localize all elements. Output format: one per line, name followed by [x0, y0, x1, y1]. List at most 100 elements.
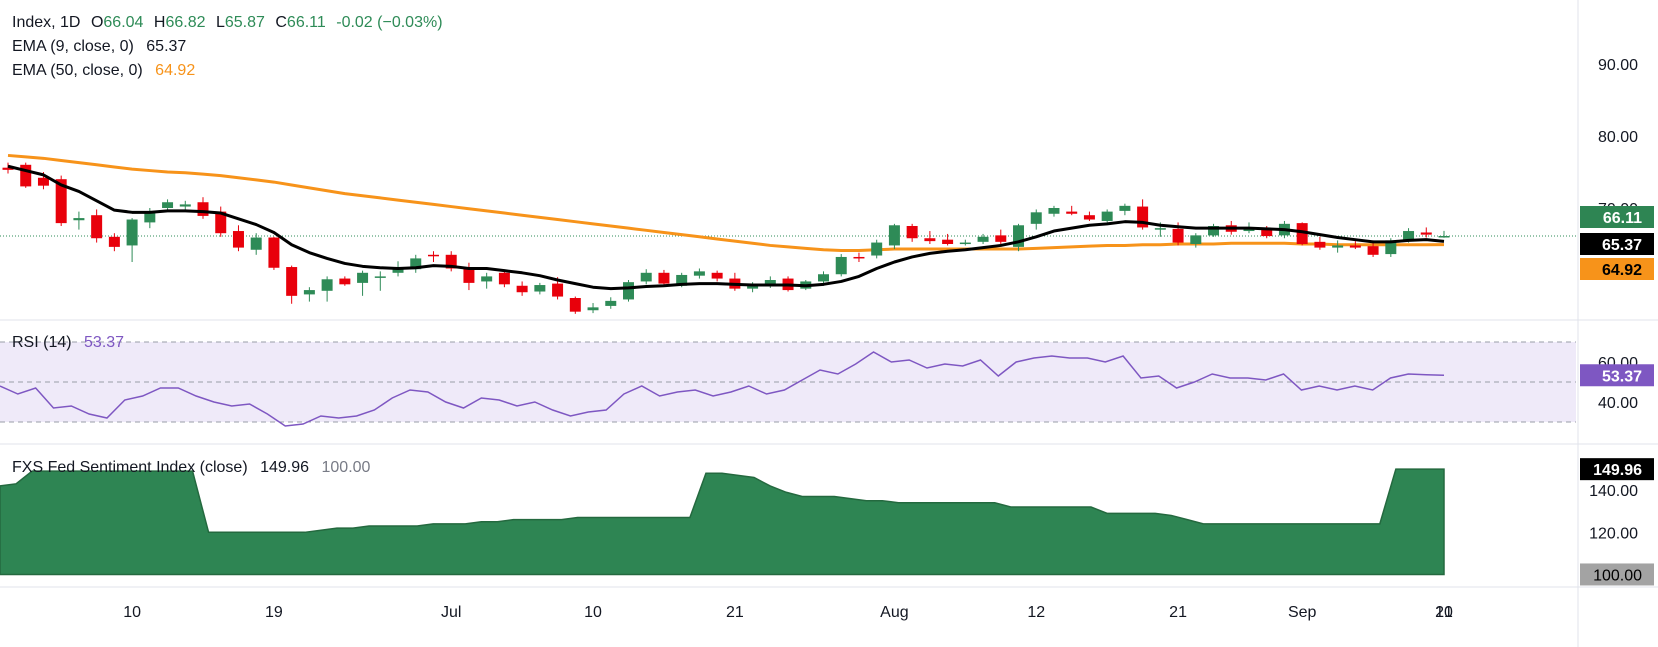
candle-body — [1066, 211, 1078, 214]
candle-body — [410, 258, 422, 270]
candle-body — [942, 239, 954, 244]
candle-body — [818, 274, 830, 282]
candle-body — [1385, 240, 1397, 255]
time-tick-label: 19 — [265, 604, 283, 621]
candle-body — [144, 213, 156, 223]
candle-body — [888, 225, 900, 246]
candle-body — [959, 242, 971, 245]
time-tick-label: 10 — [584, 604, 602, 621]
candle-body — [498, 272, 510, 285]
candle-body — [481, 276, 493, 282]
candle-body — [1261, 229, 1273, 237]
last-price-badge-bg — [1580, 206, 1654, 228]
rsi-legend[interactable]: RSI (14) 53.37 — [12, 334, 124, 352]
fed-badge: 149.96 — [1593, 462, 1642, 479]
ema50-badge: 64.92 — [1602, 262, 1642, 279]
candle-body — [20, 164, 32, 187]
ohlc-legend: Index, 1D O66.04 H66.82 L65.87 C66.11 -0… — [12, 14, 443, 31]
change-value: -0.02 (−0.03%) — [336, 14, 443, 31]
candle-body — [605, 300, 617, 306]
candle-body — [339, 278, 351, 285]
interval-label[interactable]: 1D — [60, 14, 81, 31]
price-tick-label: 90.00 — [1598, 57, 1638, 74]
ema50-line — [7, 153, 1445, 252]
rsi-badge-bg — [1580, 364, 1654, 387]
high-value: 66.82 — [165, 14, 206, 31]
candle-body — [303, 290, 315, 295]
candle-body — [640, 272, 652, 282]
candle-body — [232, 231, 244, 248]
candle-body — [853, 256, 865, 259]
candle-body — [126, 219, 138, 246]
candle-body — [1332, 245, 1344, 248]
candle-body — [250, 237, 262, 250]
candle-body — [2, 167, 14, 170]
candle-body — [516, 285, 528, 293]
candle-body — [197, 202, 209, 216]
candle-body — [445, 254, 457, 269]
candle-body — [179, 204, 191, 207]
rsi-line — [0, 351, 1445, 427]
candle-body — [392, 269, 404, 273]
ema9-badge-bg — [1580, 233, 1654, 255]
candle-body — [871, 242, 883, 256]
candle-body — [711, 272, 723, 279]
symbol-label[interactable]: Index — [12, 14, 52, 31]
candle-body — [995, 235, 1007, 242]
candle-body — [162, 202, 174, 208]
fed-legend[interactable]: FXS Fed Sentiment Index (close) 149.96 1… — [12, 459, 370, 477]
fed-sentiment-area — [0, 468, 1445, 576]
ema9-legend[interactable]: EMA (9, close, 0) 65.37 — [12, 38, 186, 56]
candle-body — [764, 280, 776, 285]
candle-body — [1119, 205, 1131, 211]
candle-body — [1101, 211, 1113, 221]
candle-body — [55, 179, 67, 224]
fed-value: 149.96 — [260, 459, 310, 476]
candle-body — [977, 236, 989, 242]
close-value: 66.11 — [286, 14, 326, 31]
candle-body — [108, 236, 120, 247]
candle-body — [463, 267, 475, 283]
price-tick-label: 80.00 — [1598, 129, 1638, 146]
time-tick-label: Jul — [441, 604, 461, 621]
fed-base-value: 100.00 — [321, 459, 371, 476]
time-tick-label: 21 — [1435, 604, 1453, 621]
candle-body — [1314, 241, 1326, 248]
ema9-label: EMA (9, close, 0) — [12, 38, 134, 55]
candle-body — [1083, 215, 1095, 220]
candle-body — [835, 256, 847, 275]
time-tick-label: 12 — [1027, 604, 1045, 621]
fed-badge-bg — [1580, 458, 1654, 481]
candle-body — [622, 282, 634, 300]
candle-body — [1349, 245, 1361, 248]
candle-body — [924, 238, 936, 242]
candle-body — [268, 237, 280, 268]
candle-body — [587, 307, 599, 311]
rsi-value: 53.37 — [84, 334, 125, 351]
fed-base-badge-bg — [1580, 563, 1654, 586]
rsi-badge: 53.37 — [1602, 368, 1642, 385]
ema50-legend[interactable]: EMA (50, close, 0) 64.92 — [12, 62, 195, 80]
candle-body — [37, 177, 49, 186]
ema50-label: EMA (50, close, 0) — [12, 62, 143, 79]
candle-body — [286, 267, 298, 296]
candle-body — [1438, 236, 1450, 238]
candle-body — [427, 254, 439, 257]
candle-body — [374, 276, 386, 278]
candle-body — [1048, 208, 1060, 214]
candle-body — [1420, 232, 1432, 235]
candle-body — [91, 215, 103, 239]
rsi-label: RSI (14) — [12, 334, 72, 351]
candle-body — [1208, 226, 1220, 236]
candle-body — [1367, 246, 1379, 255]
time-tick-label: Aug — [880, 604, 908, 621]
low-value: 65.87 — [224, 14, 265, 31]
candle-body — [569, 298, 581, 312]
fed-label: FXS Fed Sentiment Index (close) — [12, 459, 248, 476]
candle-body — [1013, 225, 1025, 247]
fed-tick-label: 140.00 — [1589, 483, 1638, 500]
fed-tick-label: 120.00 — [1589, 525, 1638, 542]
candle-body — [1403, 231, 1415, 240]
candle-body — [1137, 206, 1149, 228]
